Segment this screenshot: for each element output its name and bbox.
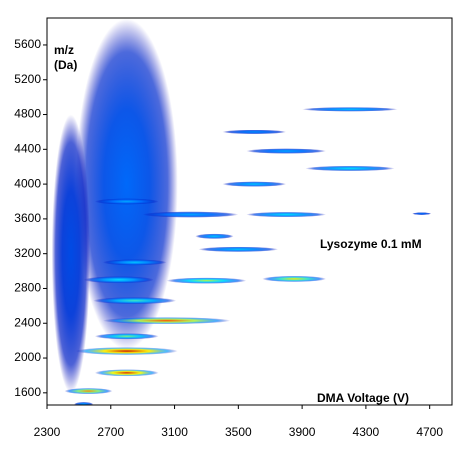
- y-axis-label: (Da): [54, 58, 77, 72]
- plot-area: [51, 18, 432, 405]
- intensity-feature: [262, 275, 327, 282]
- intensity-feature: [412, 212, 432, 215]
- intensity-feature: [83, 276, 154, 284]
- intensity-feature: [246, 211, 327, 218]
- x-tick-label: 3100: [161, 425, 188, 439]
- y-tick-label: 4400: [14, 141, 41, 155]
- intensity-feature: [75, 347, 178, 355]
- intensity-feature: [74, 401, 94, 405]
- intensity-feature: [102, 259, 167, 266]
- y-tick-label: 2400: [14, 315, 41, 329]
- intensity-feature: [195, 233, 234, 239]
- intensity-feature: [142, 211, 239, 218]
- intensity-feature: [94, 333, 159, 340]
- intensity-feature: [51, 114, 91, 393]
- intensity-feature: [94, 198, 159, 205]
- annotation: Lysozyme 0.1 mM: [320, 237, 422, 251]
- intensity-feature: [222, 181, 287, 187]
- y-tick-label: 3600: [14, 211, 41, 225]
- plot-frame: [46, 17, 453, 406]
- y-tick-label: 5600: [14, 37, 41, 51]
- y-tick-label: 5200: [14, 72, 41, 86]
- intensity-feature: [93, 297, 177, 305]
- y-tick-label: 2800: [14, 281, 41, 295]
- x-tick-label: 3500: [225, 425, 252, 439]
- intensity-feature: [64, 388, 113, 395]
- intensity-feature: [246, 148, 327, 154]
- y-axis-label: m/z: [54, 43, 74, 57]
- y-tick-label: 4800: [14, 107, 41, 121]
- intensity-feature: [75, 18, 178, 350]
- intensity-feature: [198, 246, 279, 252]
- x-tick-label: 2300: [34, 425, 61, 439]
- x-axis-label: DMA Voltage (V): [317, 391, 409, 405]
- x-tick-label: 3900: [289, 425, 316, 439]
- intensity-feature: [305, 165, 395, 172]
- intensity-feature: [102, 317, 231, 325]
- x-tick-label: 2700: [97, 425, 124, 439]
- intensity-feature: [94, 369, 159, 377]
- y-tick-label: 4000: [14, 176, 41, 190]
- y-tick-label: 2000: [14, 350, 41, 364]
- intensity-feature: [222, 129, 287, 135]
- x-tick-label: 4700: [416, 425, 443, 439]
- y-tick-label: 1600: [14, 385, 41, 399]
- x-tick-label: 4300: [353, 425, 380, 439]
- y-tick-label: 3200: [14, 246, 41, 260]
- intensity-feature: [302, 107, 398, 112]
- intensity-feature: [166, 277, 247, 284]
